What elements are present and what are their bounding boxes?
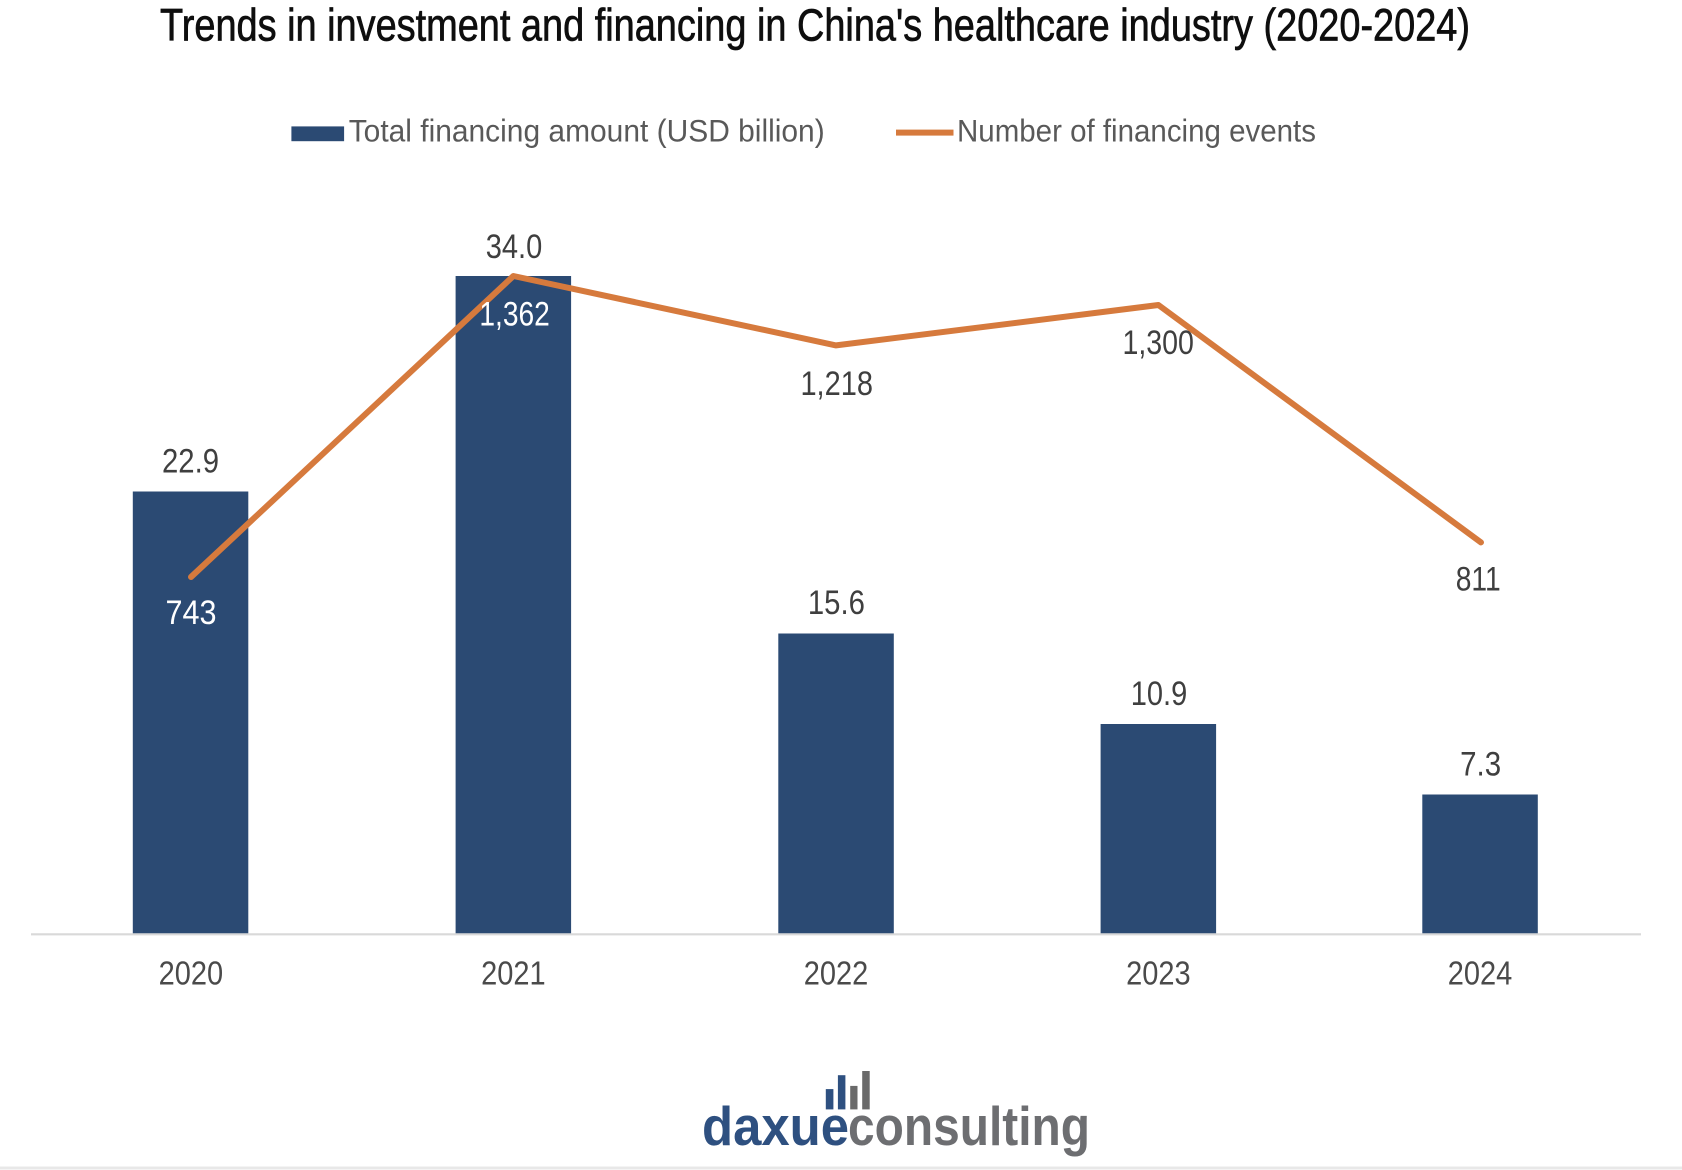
svg-text:2024: 2024 — [1448, 956, 1513, 993]
svg-text:811: 811 — [1456, 560, 1501, 598]
svg-text:10.9: 10.9 — [1131, 675, 1188, 713]
svg-text:15.6: 15.6 — [808, 584, 865, 622]
svg-text:1,362: 1,362 — [479, 296, 550, 334]
svg-text:Total financing amount (USD bi: Total financing amount (USD billion) — [349, 113, 825, 149]
svg-text:1,218: 1,218 — [800, 365, 873, 403]
svg-text:34.0: 34.0 — [486, 228, 543, 266]
svg-text:7.3: 7.3 — [1460, 746, 1501, 784]
svg-text:1,300: 1,300 — [1122, 324, 1194, 362]
svg-text:consulting: consulting — [848, 1095, 1090, 1157]
svg-text:2021: 2021 — [481, 956, 546, 993]
svg-text:743: 743 — [166, 594, 217, 632]
svg-text:Trends in investment and finan: Trends in investment and financing in Ch… — [160, 0, 1470, 51]
svg-text:2022: 2022 — [804, 956, 869, 993]
svg-text:2020: 2020 — [159, 956, 224, 993]
svg-text:Number of financing events: Number of financing events — [957, 113, 1316, 149]
svg-text:daxue: daxue — [702, 1095, 849, 1157]
svg-text:22.9: 22.9 — [162, 443, 219, 481]
svg-text:2023: 2023 — [1126, 956, 1191, 993]
